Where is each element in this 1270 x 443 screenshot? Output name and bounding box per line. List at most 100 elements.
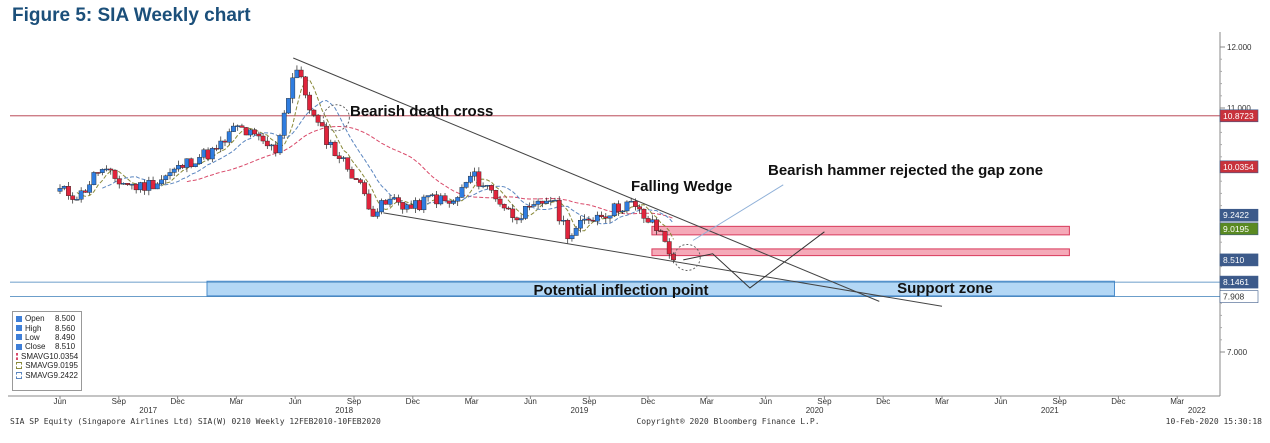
footer-right: 10-Feb-2020 15:30:18 <box>1166 417 1263 426</box>
candle-body <box>417 200 423 211</box>
candle-body <box>142 182 148 191</box>
legend-swatch <box>16 362 23 370</box>
candle-body <box>256 133 262 137</box>
x-year-label: 2018 <box>335 406 353 415</box>
legend-name: SMAVG <box>25 370 54 380</box>
candle-body <box>624 201 630 212</box>
candle-body <box>594 214 600 222</box>
candle-body <box>239 125 245 128</box>
gap-zone <box>651 248 1070 257</box>
candle-body <box>578 220 583 229</box>
candle-body <box>569 235 575 240</box>
candle-body <box>99 169 105 173</box>
legend-value: 8.510 <box>55 342 76 352</box>
candle-body <box>180 165 186 168</box>
x-month-label: Sep <box>582 397 597 406</box>
candle-body <box>442 195 448 202</box>
candle-body <box>476 171 482 187</box>
wedge-label: Falling Wedge <box>631 178 732 195</box>
candle-body <box>286 98 291 114</box>
y-tick-label: 12.000 <box>1227 43 1252 52</box>
legend-value: 9.2422 <box>53 370 78 380</box>
legend-swatch <box>16 334 22 341</box>
x-month-label: Mar <box>935 397 949 406</box>
moving-averages-layer <box>76 79 674 240</box>
candle-body <box>95 172 101 174</box>
candle-body <box>171 168 177 173</box>
x-year-label: 2021 <box>1041 406 1059 415</box>
x-month-label: Mar <box>1170 397 1184 406</box>
price-labels-layer: 10.8723 10.0354 9.2422 9.0195 8.510 8.1461 7.9… <box>1219 109 1259 303</box>
candle-body <box>353 178 359 180</box>
candle-body <box>357 179 363 183</box>
x-month-label: Jun <box>759 397 772 406</box>
candle-body <box>463 182 469 188</box>
candle-body <box>501 203 507 209</box>
candle-body <box>184 158 190 168</box>
x-month-label: Sep <box>1052 397 1067 406</box>
projected-path <box>683 231 825 289</box>
price-label-box <box>1219 253 1259 267</box>
candle-body <box>497 198 503 205</box>
price-label-text: 9.2422 <box>1223 210 1249 220</box>
x-month-label: Mar <box>465 397 479 406</box>
candle-body <box>645 218 651 223</box>
candle-body <box>66 186 71 196</box>
axes-layer: 12.000 11.000 7.000 Jun Sep Dec Mar Jun Sep Dec Ma… <box>8 32 1262 426</box>
candle-body <box>205 149 211 160</box>
candle-body <box>649 219 655 223</box>
candle-body <box>658 230 664 232</box>
candle-body <box>556 199 562 222</box>
legend-row: SMAVG 9.2422 <box>16 370 78 380</box>
sma-line <box>186 125 674 219</box>
candle-body <box>573 227 579 236</box>
price-label-box <box>1219 208 1259 222</box>
candle-body <box>506 207 511 210</box>
candle-body <box>188 158 194 167</box>
candle-body <box>459 187 465 198</box>
candle-body <box>455 197 461 202</box>
candle-body <box>374 211 380 217</box>
candle-body <box>408 204 414 209</box>
candle-body <box>586 218 592 221</box>
candle-body <box>336 155 342 159</box>
gap-zone <box>651 225 1070 236</box>
x-month-label: Sep <box>112 397 127 406</box>
candle-body <box>438 195 444 205</box>
candle-body <box>493 190 499 200</box>
hammer-pointer <box>692 184 784 241</box>
death-cross-circle <box>322 104 350 132</box>
candle-body <box>163 175 169 180</box>
price-label-text: 9.0195 <box>1223 224 1249 234</box>
legend-name: SMAVG <box>21 351 50 361</box>
legend-value: 8.560 <box>55 323 76 333</box>
candle-body <box>429 194 435 196</box>
x-month-label: Jun <box>54 397 67 406</box>
legend-name: Open <box>25 314 45 324</box>
candle-body <box>527 206 533 208</box>
candle-body <box>222 140 228 143</box>
candle-body <box>319 122 325 127</box>
candle-body <box>264 140 270 147</box>
x-month-label: Dec <box>1111 397 1125 406</box>
wedge-upper-line <box>293 57 880 302</box>
candle-body <box>273 144 279 154</box>
price-label-text: 7.908 <box>1223 292 1245 302</box>
legend-row: Close 8.510 <box>16 342 78 351</box>
candle-body <box>345 157 351 170</box>
candle-body <box>404 204 410 210</box>
candle-body <box>539 200 545 204</box>
candle-body <box>87 184 93 193</box>
x-month-label: Dec <box>641 397 655 406</box>
sma-line <box>102 99 674 225</box>
candle-body <box>349 169 355 179</box>
candle-body <box>260 135 266 142</box>
ohlc-legend: Open 8.500 High 8.560 Low 8.490 Close 8.510 SMAV… <box>12 311 82 391</box>
candle-body <box>544 200 549 204</box>
candle-body <box>116 178 122 185</box>
candle-body <box>328 141 334 145</box>
legend-row: SMAVG 10.0354 <box>16 352 78 361</box>
candle-body <box>324 125 329 145</box>
candle-body <box>218 140 224 150</box>
legend-row: SMAVG 9.0195 <box>16 361 78 370</box>
